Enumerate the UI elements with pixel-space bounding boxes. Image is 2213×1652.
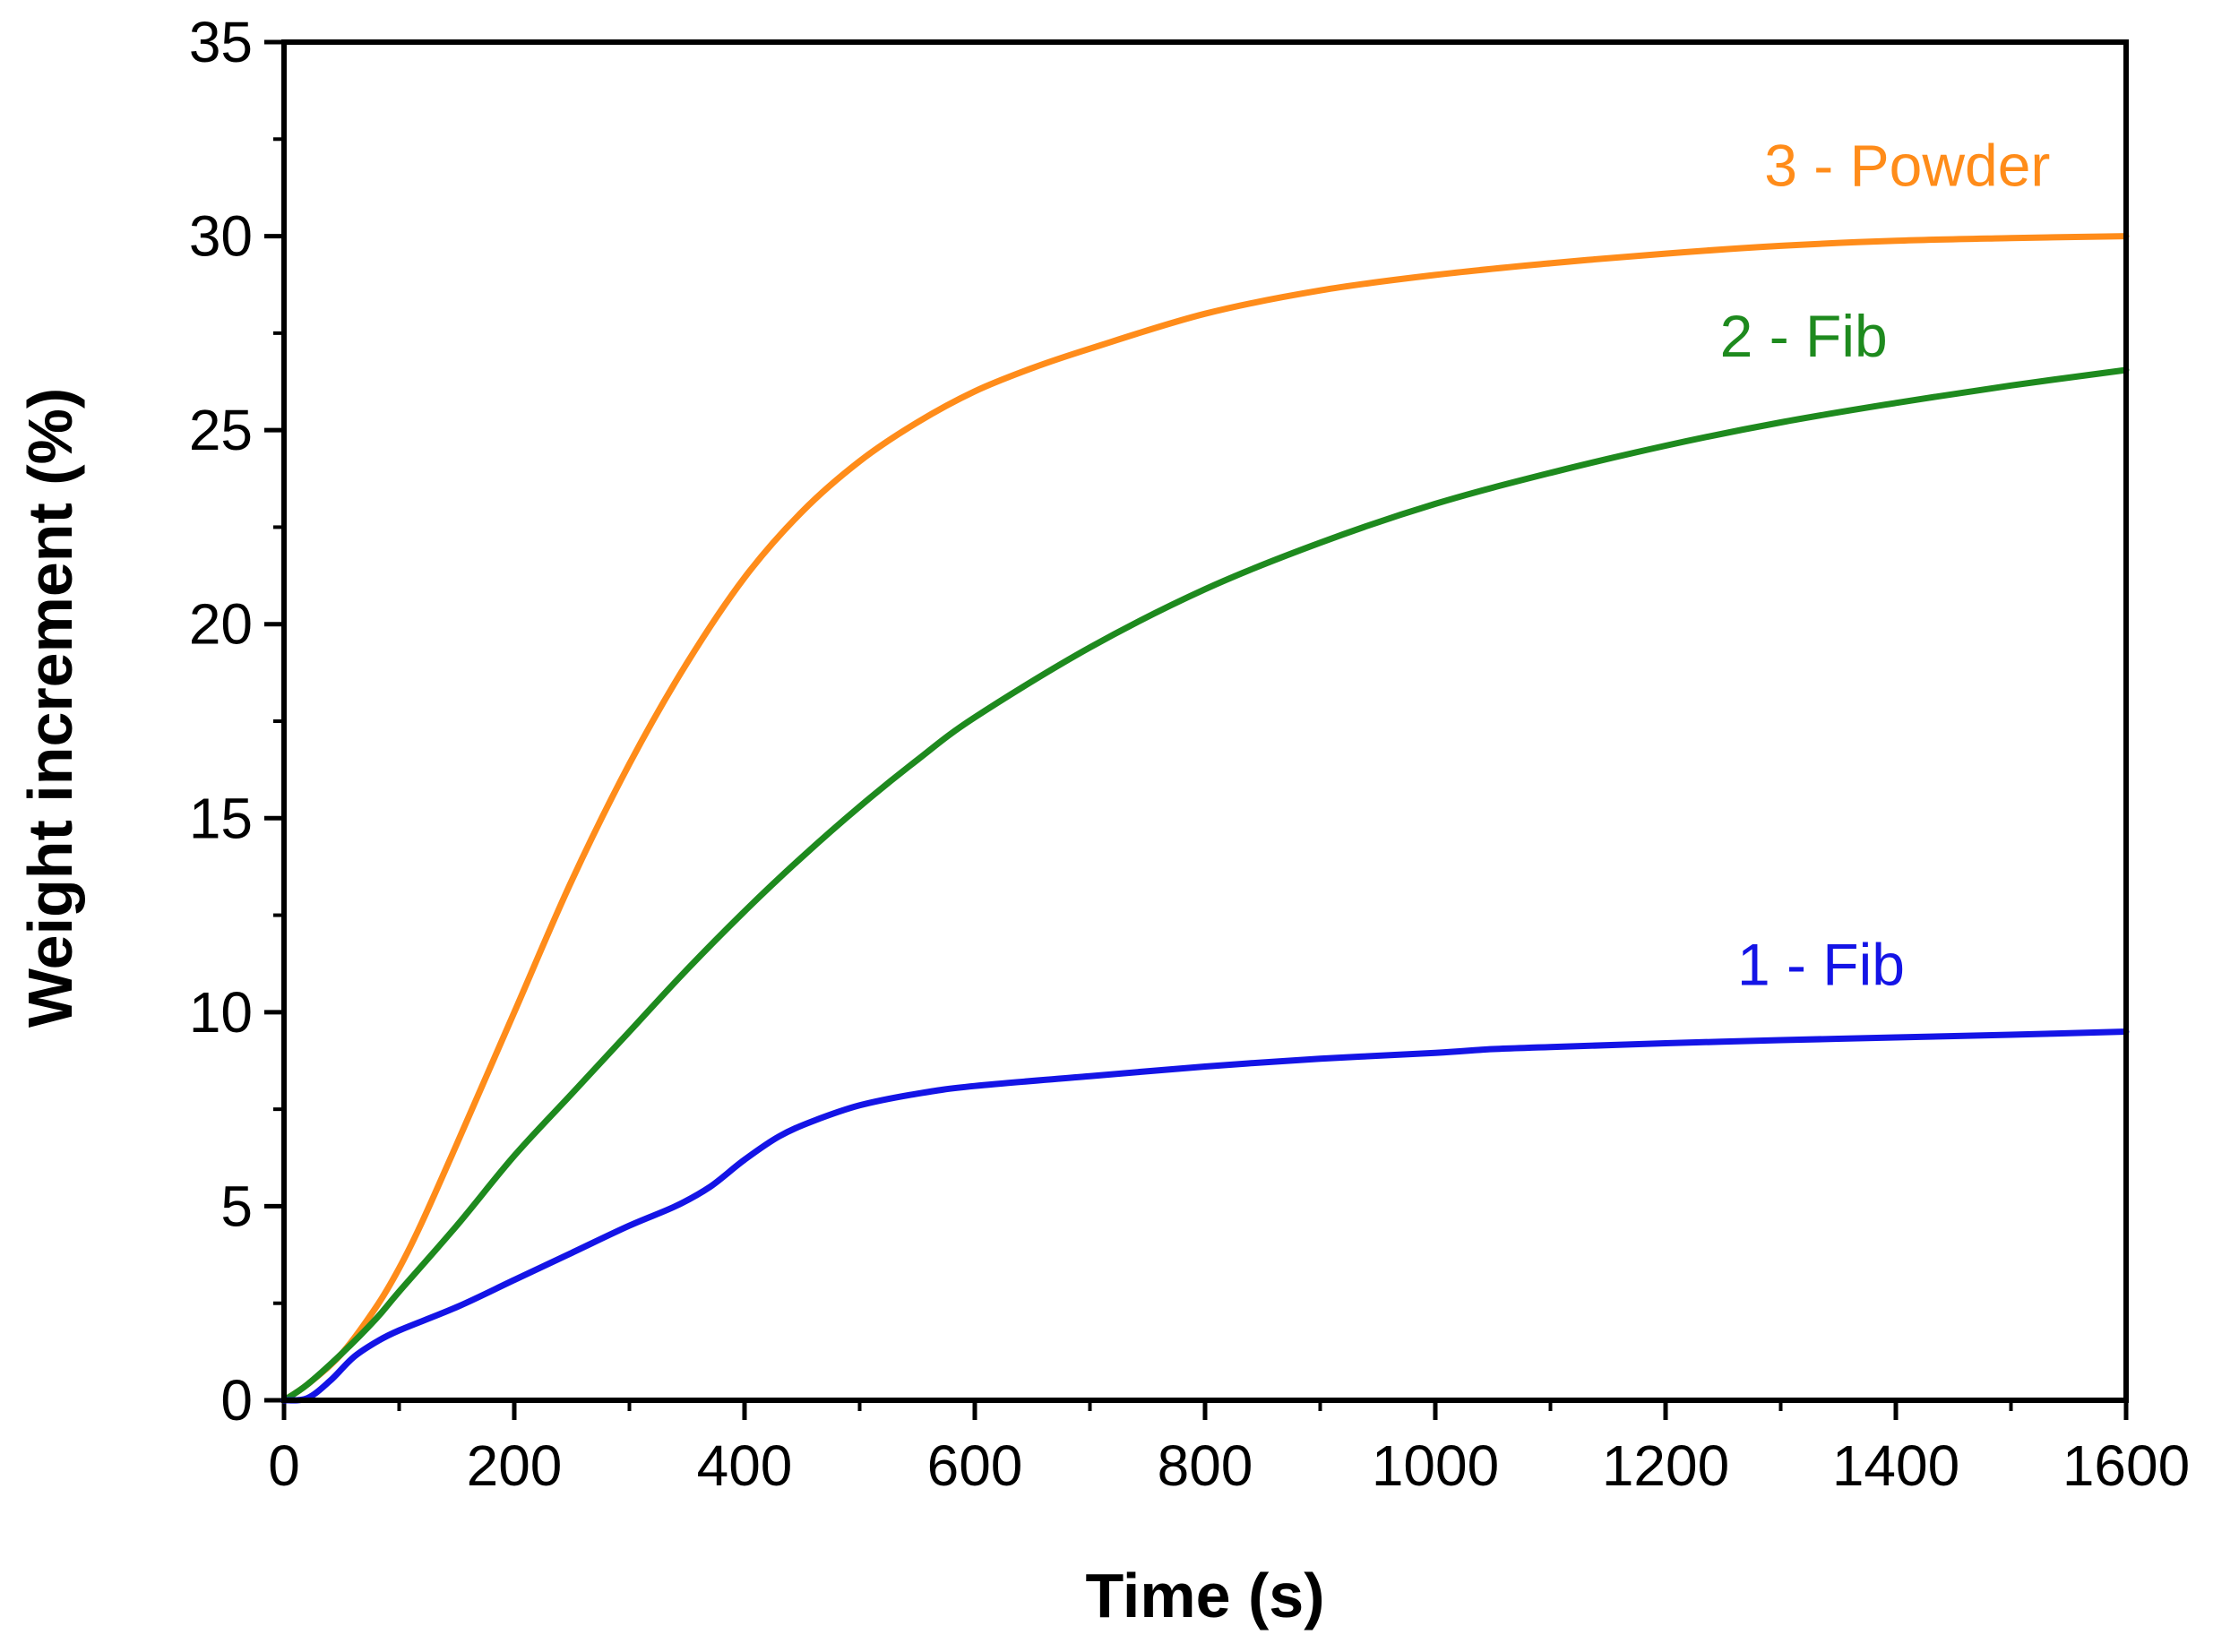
axis-tick-labels: 0 200 400 600 800 1000 1200 1400 1600 0 5 10 15 20 25 3… bbox=[189, 10, 2190, 1498]
series-label-3-powder: 3 - Powder bbox=[1764, 132, 2050, 198]
x-axis-title: Time (s) bbox=[1085, 1561, 1324, 1630]
x-tick-label-200: 200 bbox=[467, 1433, 563, 1498]
series-label-2-fib: 2 - Fib bbox=[1720, 303, 1888, 369]
series-line-3-powder bbox=[280, 233, 2130, 1404]
series-lines bbox=[280, 233, 2130, 1404]
x-tick-label-800: 800 bbox=[1158, 1433, 1253, 1498]
y-tick-label-5: 5 bbox=[220, 1174, 253, 1238]
x-tick-label-0: 0 bbox=[268, 1433, 300, 1498]
series-line-1-fib bbox=[280, 1028, 2130, 1404]
x-tick-label-1600: 1600 bbox=[2062, 1433, 2190, 1498]
x-tick-label-600: 600 bbox=[927, 1433, 1023, 1498]
x-tick-label-1000: 1000 bbox=[1372, 1433, 1499, 1498]
y-tick-label-30: 30 bbox=[189, 204, 253, 269]
y-tick-label-25: 25 bbox=[189, 398, 253, 462]
x-tick-label-1400: 1400 bbox=[1832, 1433, 1959, 1498]
y-tick-label-0: 0 bbox=[220, 1368, 253, 1433]
y-axis-title: Weight increment (%) bbox=[15, 388, 85, 1028]
y-tick-label-35: 35 bbox=[189, 10, 253, 74]
x-tick-label-1200: 1200 bbox=[1602, 1433, 1729, 1498]
axis-ticks bbox=[264, 39, 2129, 1420]
series-labels: 3 - Powder 2 - Fib 1 - Fib bbox=[1720, 132, 2051, 997]
y-tick-label-20: 20 bbox=[189, 592, 253, 657]
plot-frame bbox=[281, 39, 2129, 1403]
y-tick-label-15: 15 bbox=[189, 786, 253, 850]
series-label-1-fib: 1 - Fib bbox=[1737, 932, 1905, 998]
series-line-2-fib bbox=[280, 366, 2130, 1404]
y-tick-label-10: 10 bbox=[189, 980, 253, 1045]
x-tick-label-400: 400 bbox=[697, 1433, 793, 1498]
